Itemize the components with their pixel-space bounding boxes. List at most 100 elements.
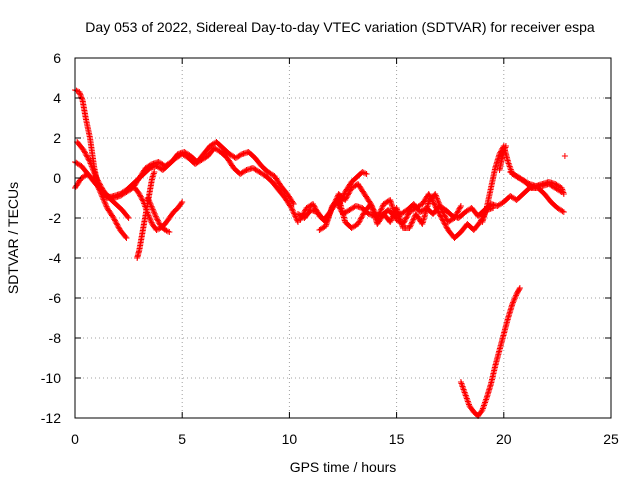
marker-track-j [408, 220, 415, 227]
marker-track-i [301, 209, 308, 215]
marker-track-d [93, 175, 100, 181]
marker-track-o [513, 292, 520, 299]
marker-track-d [89, 166, 96, 173]
y-tick-label: 2 [53, 130, 61, 146]
marker-track-a [115, 224, 122, 231]
marker-track-b [237, 151, 244, 158]
marker-track-d [125, 215, 132, 221]
plot-frame [74, 57, 612, 419]
marker-track-l [559, 208, 566, 215]
marker-track-a [101, 197, 108, 204]
marker-track-i [298, 214, 305, 221]
marker-track-k [339, 194, 346, 201]
marker-track-d [94, 176, 101, 183]
marker-track-j [435, 198, 442, 205]
data-markers [72, 87, 568, 419]
marker-track-d [92, 172, 99, 179]
marker-track-g [146, 197, 153, 204]
marker-track-j [452, 213, 459, 220]
marker-track-a [77, 91, 84, 98]
marker-track-g [153, 215, 160, 221]
marker-track-i [314, 209, 321, 215]
marker-track-o [511, 296, 518, 303]
marker-track-a [122, 233, 129, 240]
marker-track-i [378, 206, 385, 213]
y-tick-label: -8 [49, 330, 62, 346]
marker-track-a [114, 223, 121, 229]
chart-title: Day 053 of 2022, Sidereal Day-to-day VTE… [85, 19, 595, 35]
marker-track-g [154, 216, 161, 223]
marker-track-f [146, 213, 153, 220]
marker-track-i [404, 213, 411, 219]
marker-track-g [164, 228, 171, 235]
marker-track-d [87, 160, 94, 167]
marker-track-j [441, 212, 448, 219]
marker-track-k [336, 201, 343, 208]
marker-track-f [178, 200, 185, 207]
marker-track-d [88, 163, 95, 170]
marker-track-i [314, 210, 321, 217]
y-tick-label: -2 [49, 210, 62, 226]
marker-track-e [150, 172, 157, 178]
marker-track-g [150, 207, 157, 214]
marker-track-j [442, 213, 449, 220]
marker-track-j [355, 219, 362, 226]
marker-track-d [124, 213, 131, 220]
marker-track-j [436, 201, 443, 208]
marker-track-i [299, 211, 306, 218]
marker-track-j [357, 215, 364, 222]
marker-track-d [82, 149, 89, 156]
marker-track-j [440, 209, 447, 216]
marker-track-i [425, 191, 432, 197]
marker-track-d [91, 170, 98, 177]
marker-track-i [378, 205, 385, 212]
marker-track-d [87, 159, 94, 165]
marker-track-e [151, 169, 158, 175]
marker-track-f [136, 191, 143, 197]
marker-track-a [78, 94, 85, 101]
marker-track-i [302, 207, 309, 214]
marker-track-f [139, 197, 146, 204]
marker-track-a [103, 203, 110, 210]
marker-track-c [294, 217, 301, 224]
marker-track-j [438, 207, 445, 213]
marker-track-j [406, 225, 413, 231]
marker-track-o [512, 293, 519, 300]
marker-track-j [359, 213, 366, 219]
marker-track-a [111, 216, 118, 223]
marker-track-f [137, 192, 144, 199]
marker-track-k [362, 170, 369, 177]
marker-track-c [290, 209, 297, 216]
marker-track-d [95, 179, 102, 185]
x-tick-label: 5 [178, 431, 186, 447]
x-tick-label: 10 [282, 431, 298, 447]
marker-track-k [338, 197, 345, 204]
y-tick-label: 6 [53, 50, 61, 66]
marker-track-a [113, 220, 120, 227]
marker-track-j [455, 207, 462, 213]
x-tick-label: 25 [603, 431, 619, 447]
marker-track-j [407, 222, 414, 229]
marker-track-k [341, 190, 348, 197]
marker-track-g [148, 203, 155, 210]
marker-track-j [454, 209, 461, 216]
x-tick-label: 20 [496, 431, 512, 447]
marker-track-f [154, 226, 161, 233]
marker-track-d [97, 181, 104, 188]
marker-track-j [438, 205, 445, 212]
marker-track-j [390, 212, 397, 218]
marker-track-a [112, 219, 119, 225]
marker-track-k [337, 198, 344, 205]
marker-track-d [85, 156, 92, 163]
marker-track-k [360, 169, 367, 176]
y-tick-label: -6 [49, 290, 62, 306]
marker-track-o [509, 301, 516, 307]
y-tick-label: -4 [49, 250, 62, 266]
marker-track-g [155, 219, 162, 225]
marker-track-a [102, 202, 109, 209]
marker-track-a [123, 235, 130, 241]
marker-track-i [297, 217, 304, 223]
marker-track-i [377, 208, 384, 214]
marker-track-j [409, 218, 416, 224]
